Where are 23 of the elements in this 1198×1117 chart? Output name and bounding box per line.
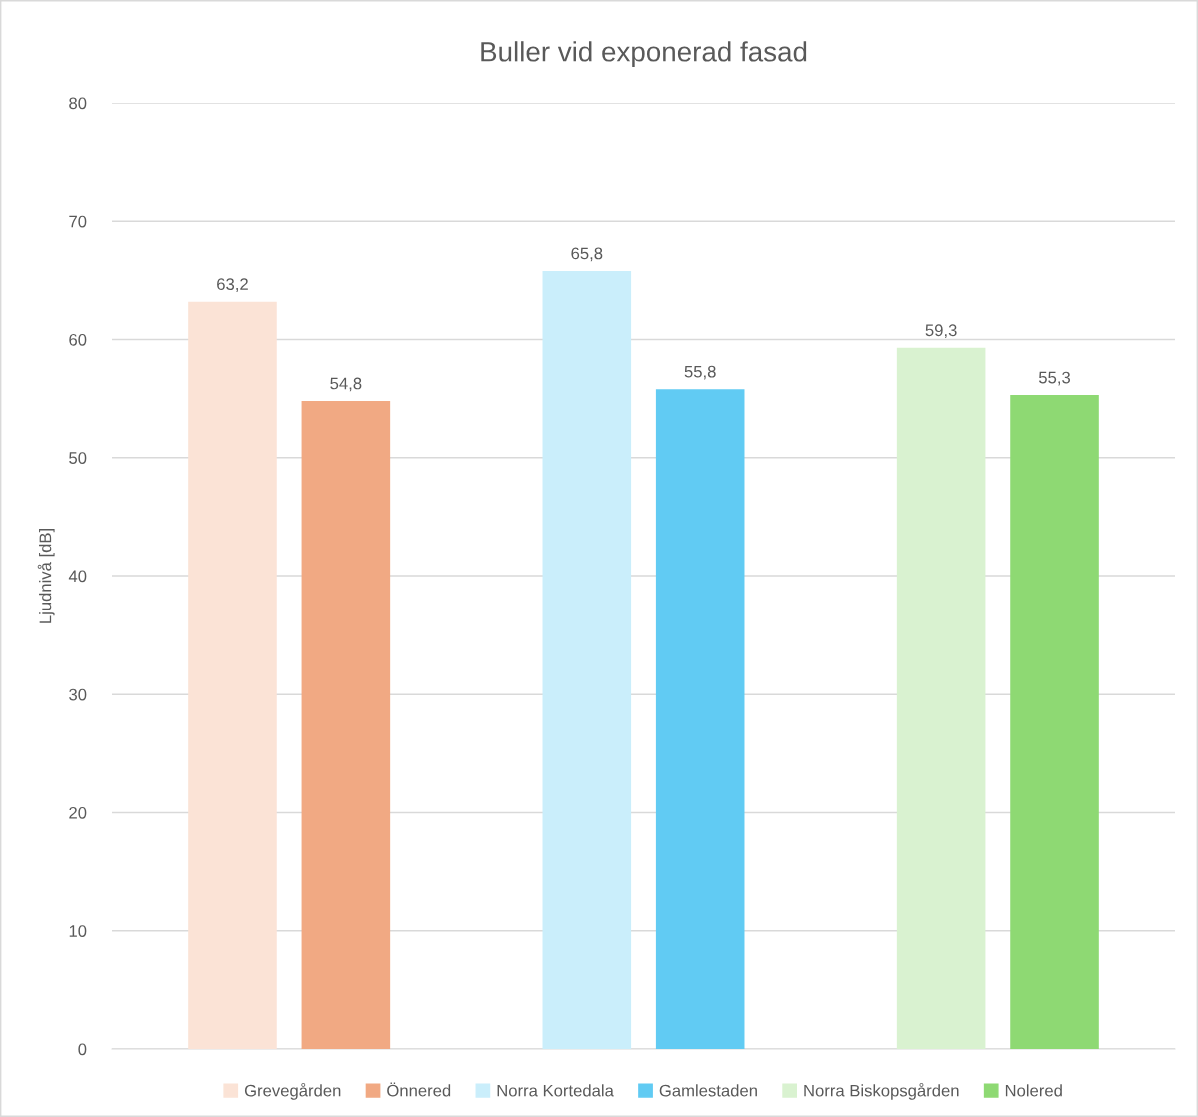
- legend-label: Nolered: [1005, 1084, 1062, 1097]
- data-label: 65,8: [571, 247, 603, 262]
- legend-label: Önnered: [387, 1082, 451, 1097]
- legend-label: Grevegården: [244, 1082, 341, 1100]
- chart-title: Buller vid exponerad fasad: [481, 41, 807, 68]
- y-axis-title: Ljudnivå [dB]: [37, 529, 55, 623]
- data-label: 54,8: [330, 377, 362, 392]
- y-tick-label: 0: [78, 1043, 87, 1056]
- data-label: 59,3: [925, 324, 957, 339]
- legend-label: Norra Biskopsgården: [804, 1082, 959, 1100]
- data-label: 55,3: [1038, 371, 1071, 386]
- legend-label: Norra Kortedala: [497, 1084, 614, 1097]
- y-tick-label: 70: [69, 215, 87, 228]
- data-label: 55,8: [684, 365, 716, 380]
- y-tick-label: 60: [69, 333, 87, 346]
- y-tick-label: 10: [69, 925, 87, 937]
- y-tick-label: 30: [69, 688, 87, 701]
- legend-label: Gamlestaden: [659, 1084, 757, 1097]
- data-label: 63,2: [217, 278, 248, 292]
- y-tick-label: 40: [68, 570, 87, 583]
- y-tick-label: 20: [69, 806, 87, 819]
- y-tick-label: 50: [69, 452, 87, 464]
- y-tick-label: 80: [69, 97, 87, 110]
